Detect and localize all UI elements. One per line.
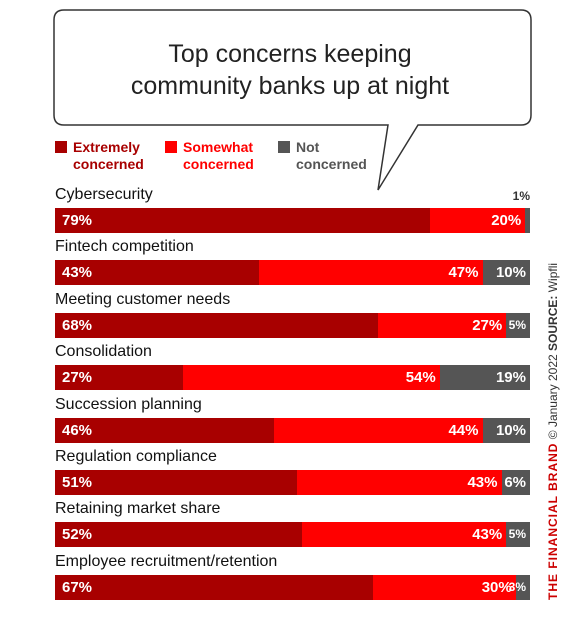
stacked-bar: 46% 44% 10% — [55, 417, 530, 443]
data-label: 67% — [62, 578, 93, 596]
data-label: 5% — [508, 527, 526, 542]
bar-row: Consolidation 27% 54% 19% — [55, 343, 530, 395]
bar-segment-not — [482, 260, 530, 286]
data-label: 27% — [62, 369, 93, 387]
data-label: 43% — [472, 526, 503, 544]
legend-label-extremely-2: concerned — [73, 156, 144, 172]
legend-item-extremely: Extremely concerned — [55, 139, 163, 173]
bar-segment-not — [506, 312, 530, 338]
footer-brand: THE FINANCIAL BRAND — [546, 442, 560, 600]
bar-row: Fintech competition 43% 47% 10% — [55, 238, 530, 290]
data-label: 43% — [62, 264, 93, 282]
data-label: 52% — [62, 526, 93, 544]
bar-segment-extremely — [55, 312, 378, 338]
category-label: Cybersecurity — [55, 186, 153, 203]
data-label: 43% — [467, 474, 498, 491]
bar-segment-not — [501, 470, 530, 495]
stacked-bar: 43% 47% 10% — [55, 260, 530, 286]
data-label: 5% — [508, 317, 526, 332]
data-label: 68% — [62, 316, 93, 334]
category-label: Regulation compliance — [55, 448, 217, 465]
bar-segment-somewhat — [373, 574, 516, 600]
data-label: 10% — [495, 264, 526, 282]
category-label: Meeting customer needs — [55, 290, 231, 308]
bar-segment-extremely — [55, 365, 184, 391]
category-label: Employee recruitment/retention — [55, 552, 278, 570]
data-label: 46% — [62, 421, 93, 439]
bar-segment-extremely — [55, 470, 298, 495]
stacked-bar: 51% 43% 6% — [55, 470, 530, 495]
data-label: 44% — [448, 421, 479, 439]
bar-segment-not — [482, 417, 530, 443]
bar-segment-extremely — [55, 260, 260, 286]
bar-row: Succession planning 46% 44% 10% — [55, 396, 530, 448]
data-label: 51% — [62, 474, 93, 491]
data-label: 54% — [405, 369, 436, 387]
bar-segment-extremely — [55, 208, 431, 233]
bar-row: Regulation compliance 51% 43% 6% — [55, 448, 530, 500]
bar-segment-somewhat — [430, 208, 526, 233]
data-label: 10% — [495, 421, 526, 439]
category-label: Retaining market share — [55, 500, 221, 518]
data-label: 79% — [62, 212, 93, 229]
bar-segment-somewhat — [378, 312, 507, 338]
bar-segment-extremely — [55, 417, 274, 443]
footer-copyright: © January 2022 — [546, 350, 560, 443]
bar-row: Employee recruitment/retention 67% 30% 3% — [55, 553, 530, 605]
bar-segment-not — [515, 574, 530, 600]
data-label: 3% — [508, 579, 526, 594]
data-label: 30% — [481, 578, 512, 596]
bar-segment-somewhat — [183, 365, 440, 391]
data-label: 1% — [512, 189, 530, 203]
bar-segment-not — [439, 365, 530, 391]
footer-source-label: SOURCE: — [546, 295, 560, 351]
stacked-bar: 52% 43% 5% — [55, 522, 530, 548]
legend-item-somewhat: Somewhat concerned — [165, 139, 273, 173]
stacked-bar: 27% 54% 19% — [55, 365, 530, 391]
legend-swatch-extremely — [55, 141, 67, 153]
bar-row: Meeting customer needs 68% 27% 5% — [55, 291, 530, 343]
category-label: Succession planning — [55, 395, 202, 413]
footer-source: Wipfli — [546, 262, 560, 296]
data-label: 19% — [495, 369, 526, 387]
data-label: 27% — [472, 316, 503, 334]
legend-label-somewhat-1: Somewhat — [183, 139, 254, 155]
legend-label-not-2: concerned — [296, 156, 367, 172]
stacked-bar: 79% 20% 1% — [55, 189, 530, 233]
legend-swatch-not — [278, 141, 290, 153]
chart-title-line-2: community banks up at night — [130, 72, 450, 100]
bar-row: Cybersecurity 79% 20% 1% — [55, 186, 530, 238]
legend-label-extremely-1: Extremely — [73, 139, 140, 155]
bar-segment-somewhat — [273, 417, 483, 443]
speech-bubble — [53, 9, 532, 191]
bar-segment-extremely — [55, 574, 374, 600]
data-label: 20% — [491, 212, 522, 229]
chart-title-line-1: Top concerns keeping — [168, 40, 412, 68]
bar-segment-somewhat — [302, 522, 507, 548]
legend-label-somewhat-2: concerned — [183, 156, 254, 172]
stacked-bar: 68% 27% 5% — [55, 312, 530, 338]
legend-label-not-1: Not — [296, 139, 320, 155]
legend-item-not: Not concerned — [278, 139, 386, 173]
bar-segment-extremely — [55, 522, 302, 548]
category-label: Fintech competition — [55, 238, 194, 256]
stacked-bar: 67% 30% 3% — [55, 574, 530, 600]
data-label: 6% — [504, 474, 526, 491]
data-label: 47% — [448, 264, 479, 282]
bar-row: Retaining market share 52% 43% 5% — [55, 500, 530, 552]
bar-segment-not — [525, 208, 530, 233]
legend-swatch-somewhat — [165, 141, 177, 153]
bar-segment-somewhat — [259, 260, 483, 286]
footer-credit: THE FINANCIAL BRAND © January 2022 SOURC… — [546, 263, 560, 600]
bar-segment-somewhat — [297, 470, 502, 495]
category-label: Consolidation — [55, 343, 152, 361]
bar-segment-not — [506, 522, 530, 548]
